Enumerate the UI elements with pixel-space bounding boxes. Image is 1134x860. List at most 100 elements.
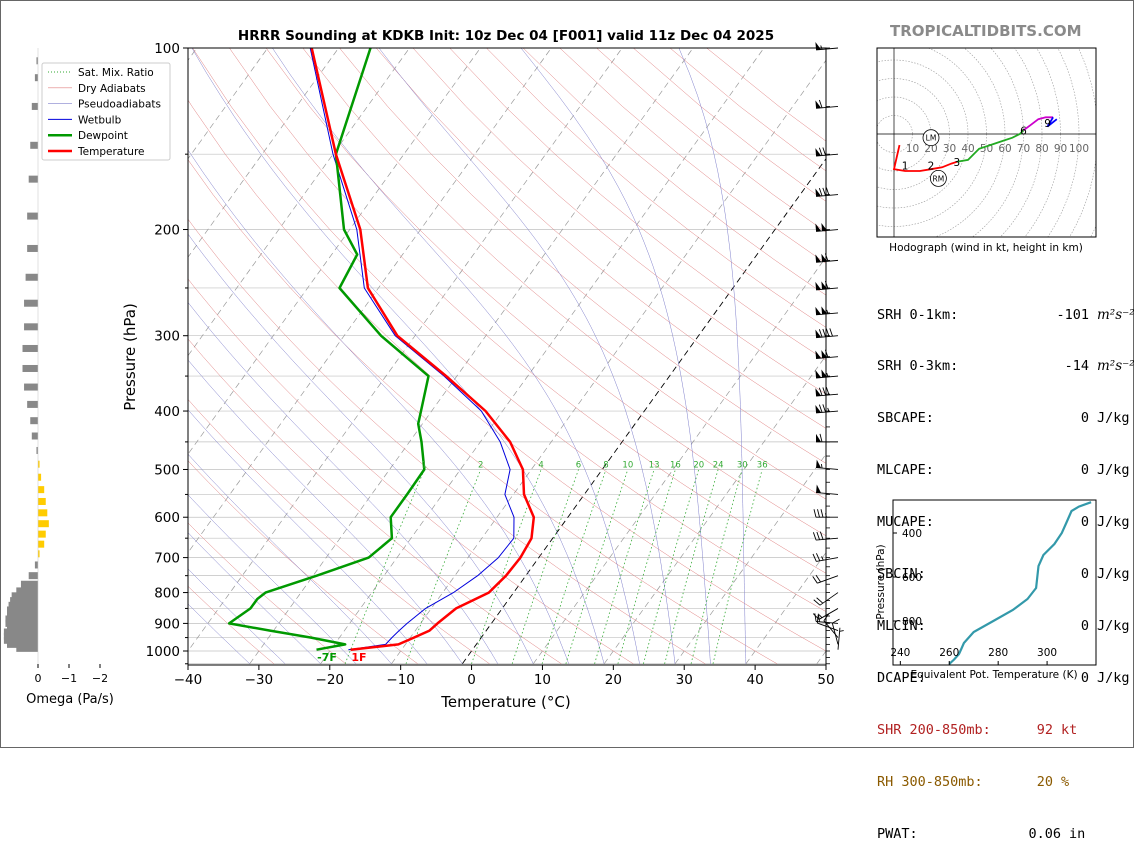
wind-barb — [815, 42, 838, 50]
wind-barb — [838, 628, 844, 650]
mixing-ratio-label: 10 — [622, 460, 633, 470]
x-tick-label: −10 — [386, 672, 415, 688]
stat-label: PWAT: — [877, 826, 997, 843]
stat-unit: J/kg — [1089, 670, 1130, 687]
wind-barb — [815, 350, 838, 359]
y-tick-label: 400 — [154, 404, 180, 420]
omega-bar — [30, 417, 38, 424]
omega-bar — [27, 401, 38, 408]
mixing-ratio-label: 16 — [670, 460, 681, 470]
wind-barb — [813, 575, 838, 583]
x-tick-label: 50 — [817, 672, 834, 688]
omega-bar — [23, 365, 39, 372]
stat-label: SBCAPE: — [877, 410, 997, 427]
wind-barb — [815, 369, 838, 377]
stat-value: 0 — [997, 514, 1089, 531]
barb-full — [817, 598, 823, 603]
mixing-ratio-line — [512, 470, 578, 664]
wind-barb — [815, 404, 838, 413]
stat-unit: J/kg — [1089, 462, 1130, 479]
hodograph-ring-label: 60 — [998, 143, 1011, 155]
stat-label: SHR 200-850mb: — [877, 722, 997, 739]
omega-bar — [38, 531, 46, 538]
storm-motion-label: RM — [933, 174, 945, 183]
x-tick-label: 40 — [747, 672, 764, 688]
stat-unit: J/kg — [1089, 514, 1130, 531]
y-tick-label: 700 — [154, 551, 180, 567]
dewpoint-profile-line — [229, 48, 428, 650]
barb-staff — [817, 623, 838, 631]
moist-adiabat — [679, 48, 746, 664]
barb-full — [816, 553, 819, 561]
barb-full — [830, 328, 833, 336]
legend-label: Wetbulb — [78, 114, 122, 126]
omega-bar — [16, 587, 38, 594]
stat-label: SRH 0-3km: — [877, 358, 997, 375]
isotherm-line — [179, 48, 622, 664]
mixing-ratio-label: 2 — [478, 460, 483, 470]
mixing-ratio-label: 1 — [422, 460, 427, 470]
hodograph-caption: Hodograph (wind in kt, height in km) — [889, 242, 1083, 254]
wind-barb — [815, 100, 838, 108]
barb-flag — [816, 485, 821, 493]
stat-label: SRH 0-1km: — [877, 307, 997, 324]
hodograph-ring-label: 100 — [1069, 143, 1089, 155]
omega-bar — [38, 520, 49, 527]
stat-label: MLCAPE: — [877, 462, 997, 479]
wind-barb — [815, 281, 838, 290]
legend-label: Dry Adiabats — [78, 83, 146, 95]
stat-label: RH 300-850mb: — [877, 774, 997, 791]
barb-half — [840, 631, 844, 632]
barb-full — [814, 509, 816, 517]
stat-unit: in — [1061, 826, 1085, 843]
barb-full — [815, 613, 816, 621]
omega-bar — [35, 561, 38, 568]
surface-dewpoint-label: -7F — [317, 651, 337, 664]
mixing-ratio-line — [406, 470, 481, 664]
stat-value: 0 — [997, 618, 1089, 635]
stat-label: DCAPE: — [877, 670, 997, 687]
stat-value: -101 — [997, 307, 1089, 324]
chart-title: HRRR Sounding at KDKB Init: 10z Dec 04 [… — [238, 28, 774, 44]
barb-full — [816, 575, 821, 582]
y-tick-label: 800 — [154, 586, 180, 602]
omega-bar — [32, 103, 38, 110]
y-tick-label: 300 — [154, 329, 180, 345]
stat-value: 0 — [997, 566, 1089, 583]
omega-bar — [38, 498, 46, 505]
mixing-ratio-label: 13 — [649, 460, 660, 470]
omega-bar — [24, 323, 38, 330]
stat-value: 92 — [997, 722, 1053, 739]
omega-bar — [24, 384, 38, 391]
stat-label: MUCAPE: — [877, 514, 997, 531]
omega-bar — [27, 245, 38, 252]
barb-flag — [815, 42, 821, 50]
omega-axis-title: Omega (Pa/s) — [26, 692, 114, 707]
wind-barb — [816, 485, 838, 495]
y-tick-label: 500 — [154, 462, 180, 478]
barb-flag — [815, 254, 821, 262]
surface-temperature-label: 1F — [351, 651, 366, 664]
mixing-ratio-label: 6 — [576, 460, 581, 470]
y-tick-label: 900 — [154, 616, 180, 632]
legend-label: Sat. Mix. Ratio — [78, 67, 154, 79]
stat-unit: % — [1053, 774, 1069, 791]
x-tick-label: 10 — [534, 672, 551, 688]
mixing-ratio-label: 24 — [713, 460, 724, 470]
barb-flag — [815, 351, 821, 359]
x-tick-label: −30 — [245, 672, 274, 688]
wind-barb — [816, 460, 838, 470]
y-tick-label: 100 — [154, 41, 180, 57]
barb-full — [813, 576, 818, 583]
barb-flag — [815, 282, 821, 290]
omega-bar — [29, 572, 38, 579]
moist-adiabat — [0, 154, 392, 664]
hodograph-height-label: 2 — [928, 160, 935, 172]
barb-full — [814, 600, 820, 605]
